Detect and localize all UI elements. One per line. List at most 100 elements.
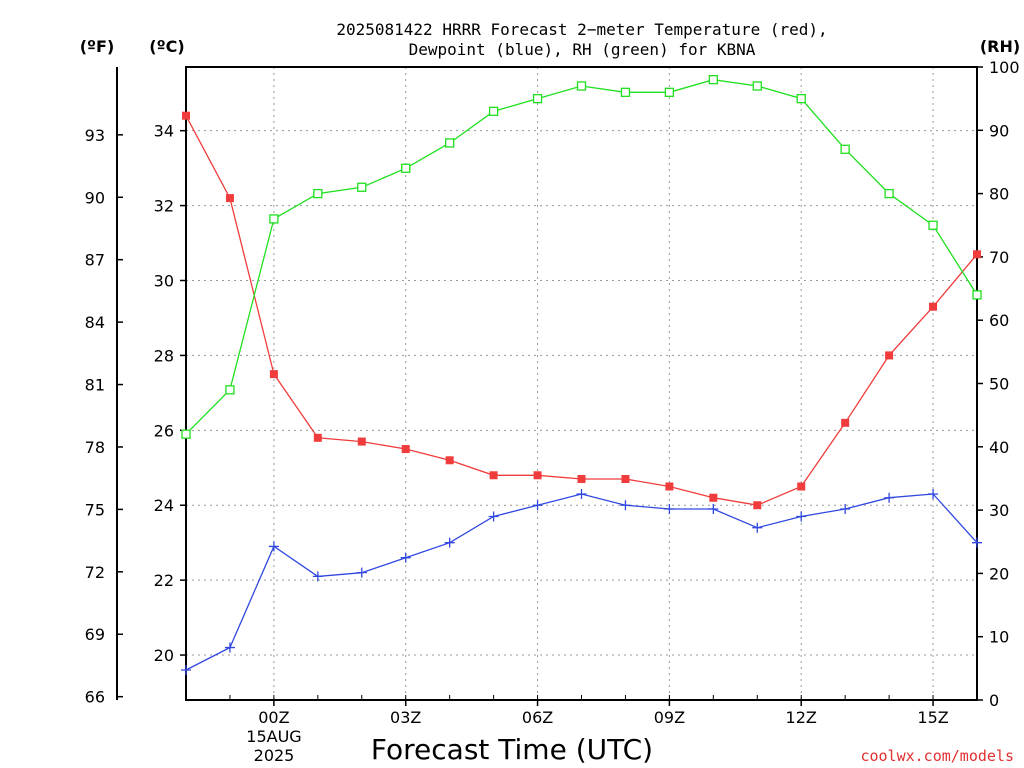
rh-tick-label: 10: [989, 628, 1009, 647]
dewpoint-point: [884, 492, 895, 503]
celsius-tick-label: 20: [154, 646, 174, 665]
dewpoint-point: [224, 642, 235, 653]
fahrenheit-tick-label: 81: [85, 376, 105, 395]
dewpoint-point: [576, 488, 587, 499]
fahrenheit-tick-label: 78: [85, 438, 105, 457]
dewpoint-point: [488, 511, 499, 522]
fahrenheit-tick-label: 84: [85, 313, 105, 332]
rh-point: [884, 188, 894, 199]
temperature-point: [753, 501, 762, 510]
rh-unit-label: (RH): [980, 37, 1020, 56]
fahrenheit-unit-label: (ºF): [80, 37, 115, 56]
tick-labels: 20 22 24 26 28 30 32 34 66 69 72 75 78 81 84 87 90 93 0 10 2…: [85, 58, 1020, 727]
chart-title-line-1: 2025081422 HRRR Forecast 2−meter Tempera…: [336, 20, 827, 39]
celsius-unit-label: (ºC): [149, 37, 184, 56]
temperature-line: [185, 115, 978, 506]
dewpoint-point: [356, 567, 367, 578]
rh-point: [181, 429, 191, 439]
x-tick-label: 12Z: [786, 708, 817, 727]
rh-point: [664, 87, 675, 97]
x-tick-label: 00Z: [258, 708, 289, 727]
temperature-point: [401, 445, 410, 454]
axes: [116, 66, 983, 706]
rh-point: [708, 75, 718, 85]
dewpoint-line: [185, 493, 978, 671]
celsius-tick-label: 34: [154, 122, 174, 141]
rh-point: [752, 81, 762, 91]
date-label-year: 2025: [254, 746, 295, 765]
rh-point: [972, 290, 982, 300]
data-series: [181, 75, 982, 676]
temperature-point: [445, 456, 454, 465]
rh-point: [445, 138, 455, 148]
credit-text: coolwx.com/models: [860, 747, 1014, 765]
dewpoint-point: [444, 537, 455, 548]
x-axis-label: Forecast Time (UTC): [371, 733, 653, 766]
dewpoint-point: [752, 522, 763, 533]
fahrenheit-tick-label: 75: [85, 500, 105, 519]
fahrenheit-tick-label: 87: [85, 251, 105, 270]
rh-series: [181, 75, 982, 439]
temperature-point: [665, 482, 674, 491]
dewpoint-series: [181, 488, 982, 676]
temperature-series: [182, 111, 981, 510]
dewpoint-point: [620, 500, 631, 511]
x-tick-label: 09Z: [654, 708, 685, 727]
rh-point: [225, 385, 235, 395]
rh-point: [357, 182, 367, 192]
rh-point: [269, 214, 279, 224]
fahrenheit-tick-label: 93: [85, 126, 105, 145]
dewpoint-point: [268, 541, 279, 552]
fahrenheit-tick-label: 69: [85, 625, 105, 644]
temperature-point: [357, 437, 366, 446]
fahrenheit-tick-label: 72: [85, 563, 105, 582]
fahrenheit-tick-label: 90: [85, 188, 105, 207]
fahrenheit-tick-label: 66: [85, 688, 105, 707]
dewpoint-point: [928, 488, 939, 499]
celsius-tick-label: 30: [154, 271, 174, 290]
dewpoint-point: [400, 552, 411, 563]
rh-tick-label: 90: [989, 121, 1009, 140]
dewpoint-point: [664, 503, 675, 514]
temperature-point: [225, 194, 234, 203]
dewpoint-point: [972, 537, 982, 548]
temperature-point: [973, 250, 981, 259]
rh-point: [576, 81, 587, 91]
celsius-tick-label: 28: [154, 346, 174, 365]
dewpoint-point: [532, 500, 543, 511]
x-tick-label: 06Z: [522, 708, 553, 727]
temperature-point: [489, 471, 498, 480]
dewpoint-point: [796, 511, 807, 522]
celsius-tick-label: 26: [154, 421, 174, 440]
temperature-point: [621, 475, 630, 484]
rh-tick-label: 50: [989, 375, 1009, 394]
temperature-point: [797, 482, 806, 491]
rh-tick-label: 100: [989, 58, 1020, 77]
rh-tick-label: 20: [989, 564, 1009, 583]
temperature-point: [269, 370, 278, 379]
dewpoint-point: [708, 503, 719, 514]
rh-point: [532, 94, 543, 104]
rh-tick-label: 80: [989, 185, 1009, 204]
dewpoint-point: [840, 503, 851, 514]
rh-tick-label: 30: [989, 501, 1009, 520]
temperature-point: [709, 493, 718, 502]
rh-point: [313, 188, 323, 199]
celsius-tick-label: 32: [154, 197, 174, 216]
temperature-point: [841, 418, 850, 427]
rh-point: [796, 94, 806, 104]
rh-tick-label: 40: [989, 438, 1009, 457]
rh-point: [401, 163, 411, 173]
rh-tick-label: 70: [989, 248, 1009, 267]
rh-tick-label: 0: [989, 691, 999, 710]
celsius-tick-label: 22: [154, 571, 174, 590]
x-tick-label: 15Z: [917, 708, 948, 727]
x-tick-label: 03Z: [390, 708, 421, 727]
temperature-point: [182, 111, 190, 120]
rh-point: [620, 87, 631, 97]
celsius-tick-label: 24: [154, 496, 174, 515]
chart-title-line-2: Dewpoint (blue), RH (green) for KBNA: [409, 40, 756, 59]
temperature-point: [533, 471, 542, 480]
rh-point: [840, 144, 850, 154]
